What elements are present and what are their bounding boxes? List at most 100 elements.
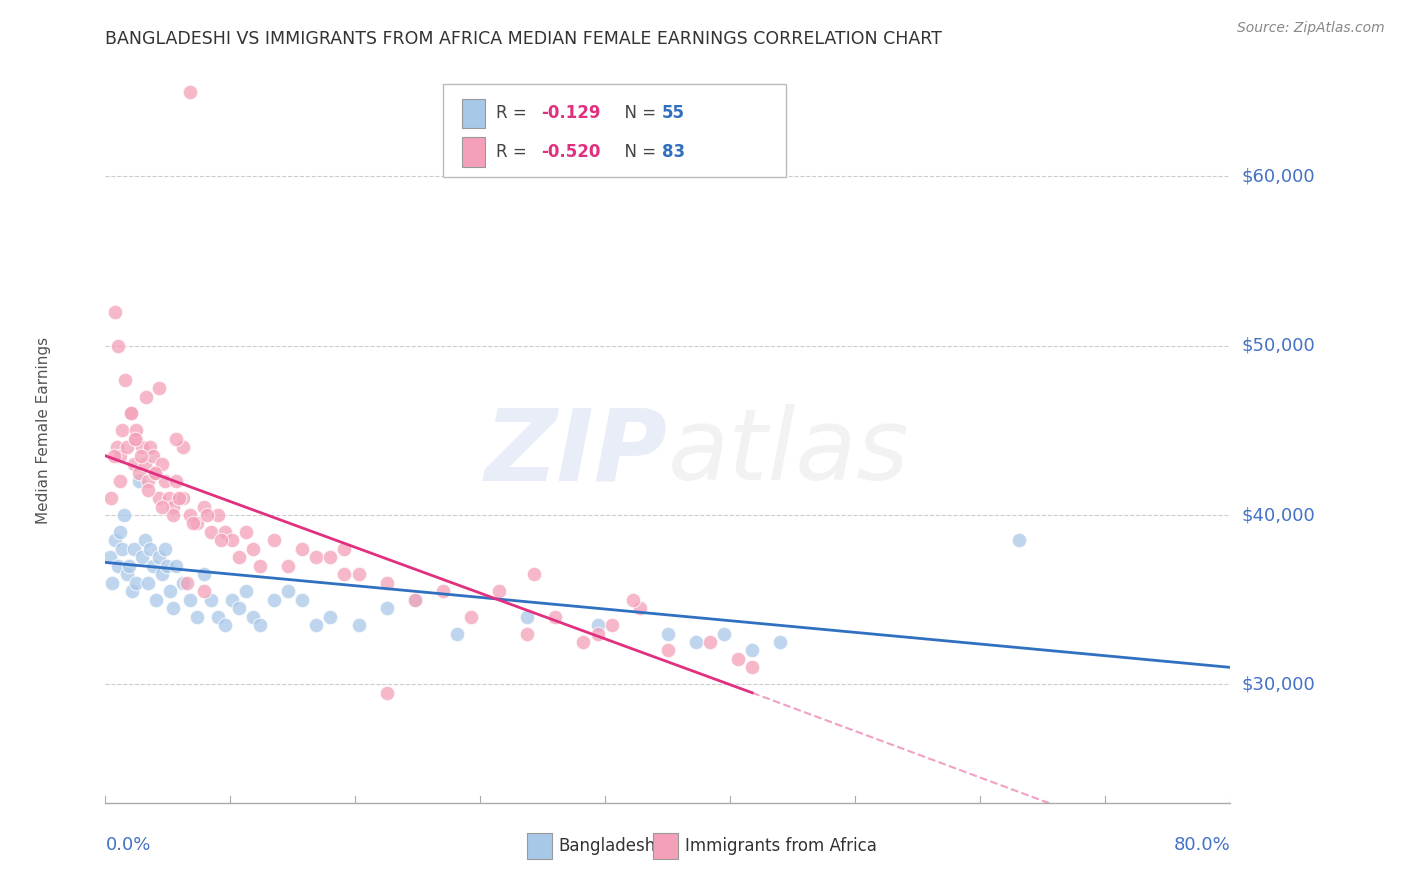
Point (129, 449, 152, 463)
Point (214, 524, 236, 539)
Point (107, 558, 129, 573)
Point (523, 567, 546, 582)
Point (142, 449, 165, 463)
Point (628, 601, 651, 615)
Text: 83: 83 (662, 143, 685, 161)
Point (165, 558, 187, 573)
Text: -0.520: -0.520 (541, 143, 600, 161)
Point (1008, 533, 1031, 548)
Text: R =: R = (496, 104, 531, 122)
Point (600, 618, 623, 632)
Point (165, 432, 187, 446)
Point (142, 558, 165, 573)
Point (235, 524, 257, 539)
Point (165, 474, 187, 488)
Point (131, 550, 153, 565)
Point (319, 550, 342, 565)
Text: Immigrants from Africa: Immigrants from Africa (685, 837, 876, 855)
FancyBboxPatch shape (443, 84, 786, 178)
Point (305, 618, 328, 632)
Point (221, 533, 243, 548)
Text: $50,000: $50,000 (1241, 337, 1315, 355)
Point (214, 618, 236, 632)
Point (741, 643, 763, 657)
Point (432, 584, 454, 599)
Point (150, 567, 173, 582)
Point (157, 491, 180, 505)
Point (305, 550, 328, 565)
Point (122, 541, 145, 556)
Point (120, 407, 142, 421)
Point (122, 457, 145, 471)
Point (150, 457, 173, 471)
Text: atlas: atlas (668, 404, 910, 501)
Point (207, 609, 229, 624)
Point (621, 592, 644, 607)
Point (319, 609, 342, 624)
Point (446, 626, 468, 640)
Point (186, 516, 208, 531)
Text: N =: N = (614, 143, 661, 161)
Point (98, 550, 121, 565)
Point (125, 424, 148, 438)
Point (586, 618, 609, 632)
Point (488, 584, 510, 599)
Point (105, 440, 128, 454)
Point (143, 466, 166, 480)
Point (111, 424, 134, 438)
Point (153, 541, 176, 556)
Point (242, 609, 264, 624)
Point (699, 635, 721, 649)
Point (685, 635, 707, 649)
Point (228, 601, 250, 615)
Point (221, 592, 243, 607)
Point (150, 500, 173, 514)
Point (544, 609, 567, 624)
Point (159, 584, 181, 599)
Point (333, 541, 356, 556)
Point (333, 567, 356, 582)
Point (263, 533, 285, 548)
Point (136, 483, 159, 497)
Text: Bangladeshis: Bangladeshis (558, 837, 669, 855)
Point (713, 626, 735, 640)
Point (125, 432, 148, 446)
Title: BANGLADESHI VS IMMIGRANTS FROM AFRICA MEDIAN FEMALE EARNINGS CORRELATION CHART: BANGLADESHI VS IMMIGRANTS FROM AFRICA ME… (105, 30, 942, 48)
Point (263, 592, 285, 607)
Point (112, 508, 135, 522)
Point (172, 440, 194, 454)
Point (162, 601, 184, 615)
Text: 55: 55 (662, 104, 685, 122)
Point (136, 575, 159, 590)
Point (769, 635, 792, 649)
Point (404, 592, 426, 607)
Point (657, 626, 679, 640)
Point (657, 643, 679, 657)
Text: -0.129: -0.129 (541, 104, 600, 122)
Point (124, 432, 146, 446)
Text: Source: ZipAtlas.com: Source: ZipAtlas.com (1237, 21, 1385, 35)
Point (114, 373, 136, 387)
Point (101, 575, 124, 590)
Point (176, 575, 198, 590)
Point (167, 491, 190, 505)
Text: 0.0%: 0.0% (105, 837, 150, 855)
Point (200, 592, 222, 607)
Point (145, 592, 167, 607)
Point (121, 584, 143, 599)
Point (516, 626, 538, 640)
Point (125, 575, 148, 590)
Point (135, 390, 157, 404)
Point (153, 474, 176, 488)
Text: $30,000: $30,000 (1241, 675, 1315, 693)
Point (193, 500, 215, 514)
Text: 80.0%: 80.0% (1174, 837, 1230, 855)
Point (148, 550, 170, 565)
Point (741, 660, 763, 674)
Text: Median Female Earnings: Median Female Earnings (37, 337, 51, 524)
Point (104, 533, 127, 548)
Point (162, 500, 184, 514)
Point (249, 558, 271, 573)
Point (235, 584, 257, 599)
Point (181, 516, 204, 531)
